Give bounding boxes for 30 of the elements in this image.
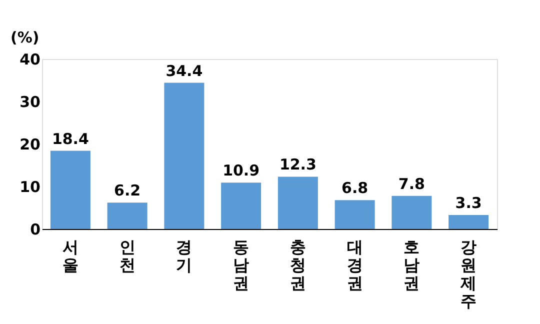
bar <box>334 200 375 229</box>
bar <box>221 182 262 229</box>
bar <box>392 196 432 229</box>
y-tick-label: 40 <box>20 50 40 68</box>
data-label: 18.4 <box>52 130 89 148</box>
x-tick-label: 대경권 <box>346 238 363 292</box>
data-label: 34.4 <box>166 62 203 80</box>
data-label: 6.8 <box>342 179 368 198</box>
bar <box>164 82 204 229</box>
x-tick-label: 서울 <box>62 238 78 274</box>
bar <box>448 214 489 229</box>
bar <box>278 176 318 229</box>
bar <box>50 150 90 229</box>
x-tick-label: 경기 <box>176 238 192 274</box>
y-tick-label: 10 <box>20 178 40 196</box>
bar <box>107 202 148 229</box>
x-tick-label: 강원제주 <box>460 238 477 310</box>
data-label: 6.2 <box>114 182 141 200</box>
data-label: 12.3 <box>279 156 316 174</box>
x-tick-label: 인천 <box>119 238 136 274</box>
data-label: 3.3 <box>455 194 482 212</box>
x-tick-label: 충청권 <box>290 238 306 292</box>
x-tick-label: 호남권 <box>404 238 420 292</box>
y-tick-label: 20 <box>20 136 40 154</box>
data-label: 7.8 <box>398 174 425 193</box>
x-tick-label: 동남권 <box>233 238 250 292</box>
y-tick-label: 0 <box>30 220 40 238</box>
data-label: 10.9 <box>222 162 260 180</box>
y-axis-title: (%) <box>10 28 40 46</box>
y-tick-label: 30 <box>20 93 40 111</box>
